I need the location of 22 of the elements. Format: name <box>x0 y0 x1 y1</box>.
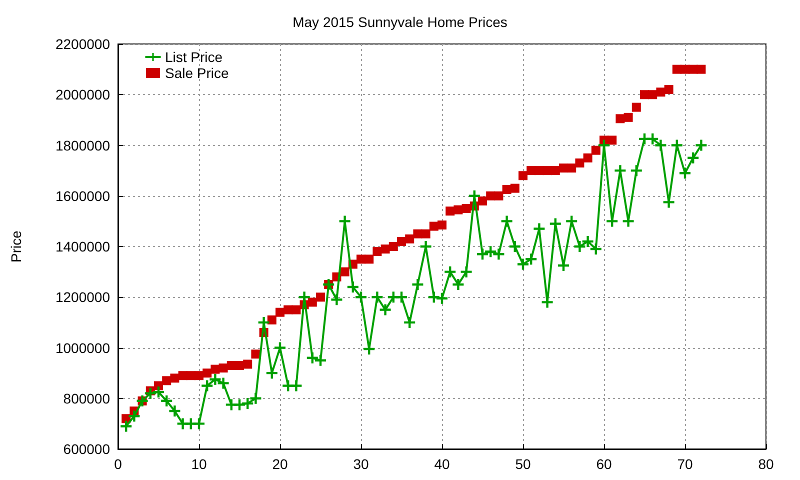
x-tick-label: 70 <box>677 456 693 472</box>
legend-label: List Price <box>165 49 223 65</box>
y-tick-label: 2000000 <box>55 86 110 103</box>
y-tick-label: 800000 <box>63 390 110 406</box>
x-tick-label: 60 <box>596 456 612 472</box>
y-tick-label: 1600000 <box>55 188 110 204</box>
x-tick-label: 30 <box>353 456 369 472</box>
y-tick-label: 1400000 <box>55 238 110 254</box>
y-tick-label: 1000000 <box>55 340 110 356</box>
legend-label: Sale Price <box>165 65 230 81</box>
x-tick-label: 40 <box>434 456 450 472</box>
x-tick-label: 10 <box>191 456 207 472</box>
chart-title: May 2015 Sunnyvale Home Prices <box>292 14 508 30</box>
x-tick-label: 0 <box>114 456 122 472</box>
y-axis-title: Price <box>8 230 24 262</box>
y-tick-label: 2200000 <box>55 36 110 52</box>
y-tick-label: 1800000 <box>55 137 110 154</box>
x-tick-label: 20 <box>272 456 288 472</box>
x-tick-label: 80 <box>758 456 774 472</box>
y-tick-label: 1200000 <box>55 289 110 306</box>
y-tick-label: 600000 <box>63 441 110 457</box>
x-tick-label: 50 <box>515 456 531 472</box>
